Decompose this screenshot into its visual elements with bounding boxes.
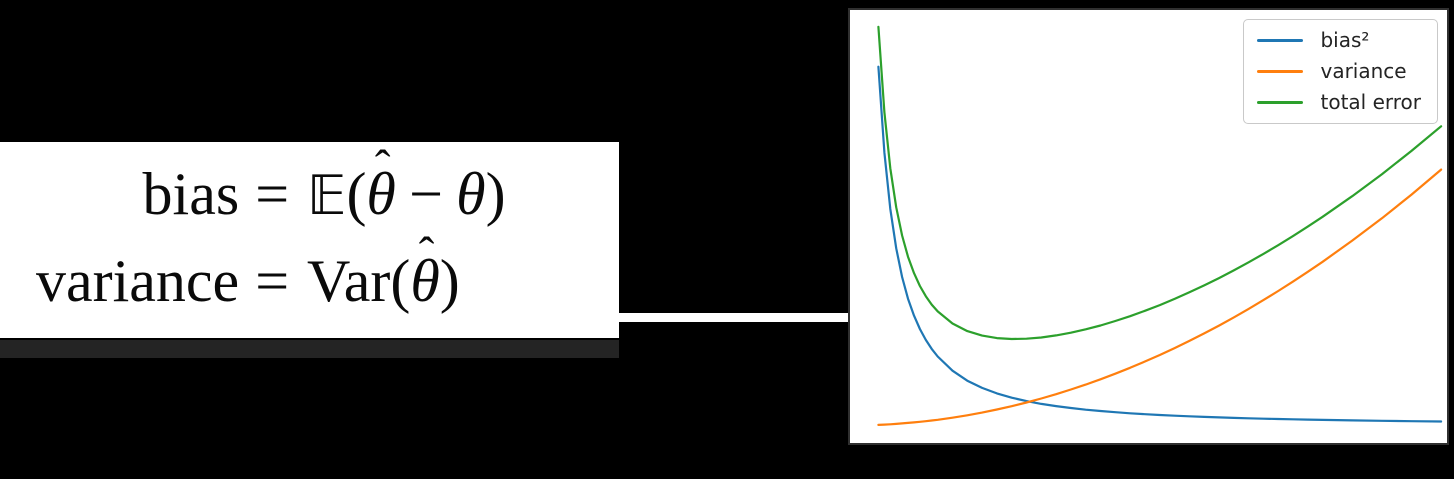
legend-item-total-error: total error xyxy=(1257,91,1421,114)
variance-formula-lhs: variance xyxy=(36,248,240,314)
equals-sign: = xyxy=(255,248,290,314)
legend-label-variance: variance xyxy=(1320,59,1407,83)
legend-swatch-bias2-icon xyxy=(1257,39,1304,42)
total-error-line xyxy=(877,25,1443,341)
open-paren: ( xyxy=(390,248,411,314)
expectation-symbol: 𝔼 xyxy=(307,164,347,227)
close-paren: ) xyxy=(439,248,460,314)
connector-line xyxy=(619,313,852,322)
chart-legend: bias² variance total error xyxy=(1243,19,1438,124)
equals-sign: = xyxy=(255,161,290,227)
formula-grid: bias = 𝔼(ˆ θ − θ) variance = Var(ˆ θ) xyxy=(0,142,619,338)
variance-formula-rhs: = Var(ˆ θ) xyxy=(255,231,505,314)
minus-sign: − xyxy=(409,161,443,227)
hat-accent: ˆ xyxy=(374,141,391,194)
close-paren: ) xyxy=(485,161,506,227)
bias-variance-chart: bias² variance total error xyxy=(848,8,1449,445)
formula-panel-shadow xyxy=(0,340,619,358)
bias-formula-lhs: bias xyxy=(142,161,240,227)
bias2-line xyxy=(877,65,1443,423)
legend-item-variance: variance xyxy=(1257,60,1421,83)
theta-letter: θ xyxy=(366,161,396,227)
var-operator: Var xyxy=(307,248,391,314)
theta-letter: θ xyxy=(410,248,440,314)
legend-swatch-variance-icon xyxy=(1257,70,1304,73)
legend-item-bias2: bias² xyxy=(1257,29,1421,52)
legend-label-bias2: bias² xyxy=(1320,28,1370,52)
bias-formula-rhs: = 𝔼(ˆ θ − θ) xyxy=(255,144,506,227)
variance-line xyxy=(877,168,1443,426)
open-paren: ( xyxy=(346,161,367,227)
legend-label-total-error: total error xyxy=(1320,90,1421,114)
plot-area xyxy=(877,25,1443,426)
formula-panel: bias = 𝔼(ˆ θ − θ) variance = Var(ˆ θ) xyxy=(0,142,619,338)
theta-symbol: θ xyxy=(456,161,486,227)
hat-accent: ˆ xyxy=(418,228,435,281)
legend-swatch-total-error-icon xyxy=(1257,101,1304,104)
